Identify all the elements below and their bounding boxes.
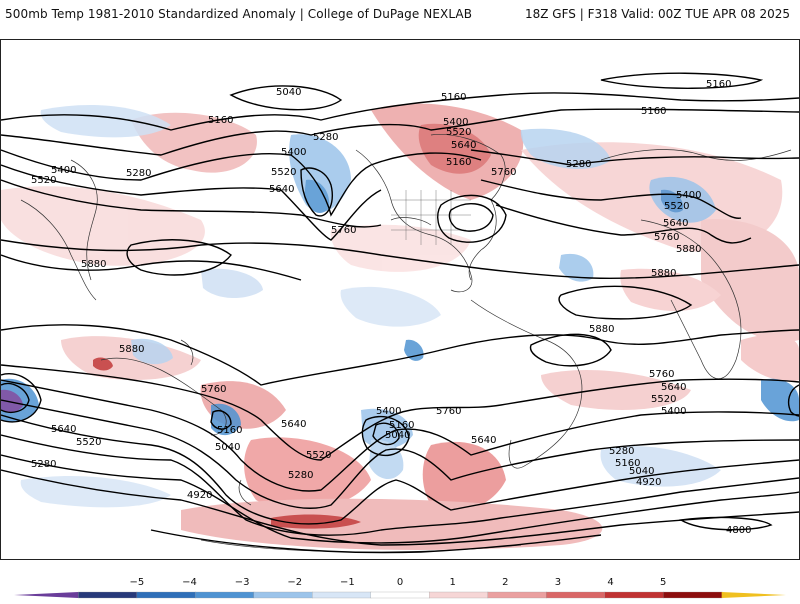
- contour-label: 5760: [436, 406, 461, 417]
- contour-label: 5160: [641, 106, 666, 117]
- contour-label: 5880: [81, 259, 106, 270]
- contour-label: 5520: [31, 175, 56, 186]
- contour-label: 5880: [589, 324, 614, 335]
- colorbar-segment: [312, 591, 372, 599]
- height-contours: [1, 72, 799, 554]
- contour-label: 4920: [187, 490, 212, 501]
- contour-label: 5520: [76, 437, 101, 448]
- contour-label: 5520: [271, 167, 296, 178]
- contour-label: 5760: [649, 369, 674, 380]
- contour-label: 5760: [201, 384, 226, 395]
- contour-labels: 5040 5160 5160 5160 5160 5400 5520 5640 …: [31, 79, 751, 536]
- colorbar-segment: [663, 591, 723, 599]
- contour-label: 5400: [281, 147, 306, 158]
- contour-label: 5160: [706, 79, 731, 90]
- map-title: 500mb Temp 1981-2010 Standardized Anomal…: [5, 7, 473, 21]
- colorbar: −5 −4 −3 −2 −1 0 1 2 3 4 5: [0, 570, 800, 600]
- contour-label: 5520: [306, 450, 331, 461]
- map-canvas: 5040 5160 5160 5160 5160 5400 5520 5640 …: [1, 72, 799, 554]
- header: 500mb Temp 1981-2010 Standardized Anomal…: [0, 0, 800, 30]
- contour-label: 5880: [119, 344, 144, 355]
- colorbar-tick-label: 3: [555, 577, 561, 588]
- political-boundaries: [391, 190, 471, 245]
- contour-label: 5160: [615, 458, 640, 469]
- contour-label: 5400: [676, 190, 701, 201]
- contour-label: 5400: [443, 117, 468, 128]
- colorbar-tick-label: −1: [340, 577, 355, 588]
- contour-label: 5400: [661, 406, 686, 417]
- contour-label: 5640: [281, 419, 306, 430]
- contour-label: 5040: [629, 466, 654, 477]
- colorbar-arrow-low: [14, 592, 79, 598]
- contour-label: 5040: [385, 430, 410, 441]
- contour-label: 5640: [471, 435, 496, 446]
- contour-label: 5040: [276, 87, 301, 98]
- contour-label: 4800: [726, 525, 751, 536]
- contour-label: 5520: [446, 127, 471, 138]
- map-panel: 5040 5160 5160 5160 5160 5400 5520 5640 …: [0, 39, 800, 560]
- contour-label: 5640: [663, 218, 688, 229]
- contour-label: 5280: [288, 470, 313, 481]
- contour-label: 5760: [491, 167, 516, 178]
- contour-label: 5400: [51, 165, 76, 176]
- colorbar-tick-label: 4: [607, 577, 613, 588]
- contour-label: 5280: [126, 168, 151, 179]
- contour-label: 5640: [269, 184, 294, 195]
- colorbar-segment: [429, 591, 489, 599]
- contour-label: 5520: [651, 394, 676, 405]
- colorbar-segment: [78, 591, 138, 599]
- colorbar-arrow-high: [721, 592, 786, 598]
- contour-label: 5280: [313, 132, 338, 143]
- contour-label: 5880: [651, 268, 676, 279]
- contour-label: 5640: [661, 382, 686, 393]
- contour-label: 5280: [609, 446, 634, 457]
- cold-anomaly-shading: [1, 105, 799, 508]
- contour-label: 5640: [451, 140, 476, 151]
- colorbar-segment: [370, 591, 430, 599]
- colorbar-tick-label: 0: [397, 577, 403, 588]
- colorbar-tick-label: −4: [182, 577, 197, 588]
- contour-label: 5280: [31, 459, 56, 470]
- contour-label: 5160: [441, 92, 466, 103]
- contour-label: 5760: [654, 232, 679, 243]
- colorbar-segment: [195, 591, 255, 599]
- contour-label: 5040: [215, 442, 240, 453]
- colorbar-tick-label: 1: [449, 577, 455, 588]
- contour-label: 5160: [217, 425, 242, 436]
- contour-label: 5280: [566, 159, 591, 170]
- contour-label: 4920: [636, 477, 661, 488]
- contour-label: 5520: [664, 201, 689, 212]
- colorbar-tick-label: −3: [235, 577, 250, 588]
- contour-label: 5880: [676, 244, 701, 255]
- contour-label: 5400: [376, 406, 401, 417]
- colorbar-segment: [487, 591, 547, 599]
- contour-label: 5760: [331, 225, 356, 236]
- model-info: 18Z GFS | F318 Valid: 00Z TUE APR 08 202…: [524, 7, 790, 21]
- colorbar-tick-label: 2: [502, 577, 508, 588]
- colorbar-segment: [546, 591, 606, 599]
- colorbar-tick-label: 5: [660, 577, 666, 588]
- contour-label: 5160: [389, 420, 414, 431]
- contour-label: 5160: [208, 115, 233, 126]
- colorbar-tick-label: −2: [287, 577, 302, 588]
- colorbar-segment: [136, 591, 196, 599]
- contour-label: 5160: [446, 157, 471, 168]
- colorbar-graphic: −5 −4 −3 −2 −1 0 1 2 3 4 5: [14, 577, 786, 599]
- contour-label: 5640: [51, 424, 76, 435]
- colorbar-segment: [604, 591, 664, 599]
- colorbar-tick-label: −5: [129, 577, 144, 588]
- colorbar-segment: [253, 591, 313, 599]
